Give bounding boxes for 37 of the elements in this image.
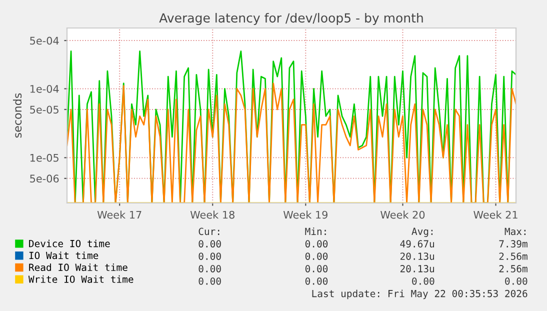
text: 0.00 (198, 240, 221, 248)
text: 0.00 (198, 265, 221, 272)
text: 0.00 (305, 265, 328, 272)
text: Cur: (198, 228, 220, 236)
chart-title: Average latency for /dev/loop5 - by month (159, 12, 423, 26)
y-tick-label: 5e-04 (30, 36, 59, 45)
text: 2.56m (499, 252, 528, 260)
text: Max: (504, 228, 526, 236)
x-tick-label: Week 20 (380, 210, 425, 219)
text: 0.00 (305, 252, 328, 260)
text: 20.13u (400, 265, 434, 272)
legend-label: Write IO Wait time (28, 275, 134, 283)
text: 2.56m (499, 265, 528, 272)
text: 7.39m (499, 240, 528, 248)
text: 0.00 (412, 277, 434, 285)
x-tick-label: Week 19 (283, 210, 328, 219)
legend-label: Read IO Wait time (29, 264, 128, 272)
text: 0.00 (505, 277, 528, 285)
legend-label: Device IO time (29, 240, 110, 248)
text: Min: (305, 228, 326, 235)
text: 49.67u (400, 240, 434, 248)
y-tick-label: 1e-05 (30, 154, 58, 162)
x-tick-label: Week 21 (474, 210, 518, 219)
text: 0.00 (305, 277, 328, 285)
text: 0.00 (305, 240, 328, 248)
text: Avg: (412, 228, 433, 237)
text: Last update: Fri May 22 00:35:53 2026 (312, 290, 528, 300)
y-tick-label: 1e-04 (30, 84, 59, 93)
x-tick-label: Week 18 (190, 210, 234, 219)
y-tick-label: 5e-05 (30, 106, 58, 114)
text: 0.00 (198, 252, 221, 260)
legend-label: IO Wait time (29, 252, 98, 260)
x-tick-label: Week 17 (97, 210, 142, 219)
text: 20.13u (400, 252, 434, 260)
y-tick-label: 5e-06 (30, 174, 59, 183)
y-axis-title: seconds (13, 93, 22, 138)
text: 0.00 (198, 277, 221, 285)
